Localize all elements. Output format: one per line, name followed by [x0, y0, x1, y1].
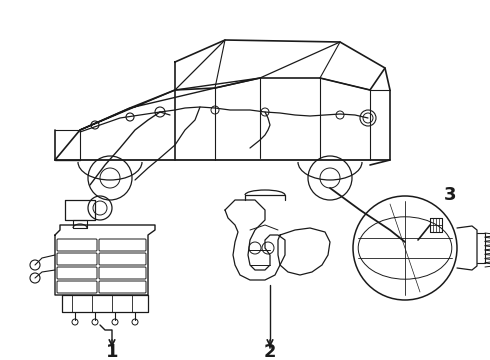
- Text: 1: 1: [106, 343, 118, 360]
- Text: 3: 3: [444, 186, 456, 204]
- Text: 2: 2: [264, 343, 276, 360]
